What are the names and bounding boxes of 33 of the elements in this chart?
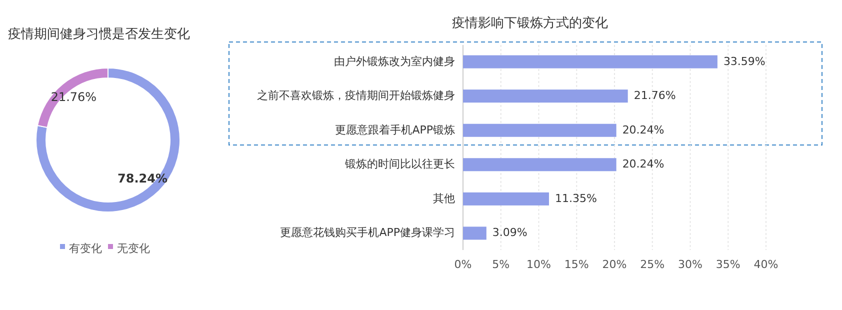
y-tick-label: 更愿意花钱购买手机APP健身课学习 <box>280 226 455 240</box>
chart-title: 疫情影响下锻炼方式的变化 <box>452 15 608 31</box>
bar <box>463 55 718 68</box>
x-tick-label: 10% <box>526 258 551 271</box>
y-tick-label: 之前不喜欢锻炼，疫情期间开始锻炼健身 <box>257 89 455 102</box>
legend-label: 无变化 <box>117 242 150 256</box>
x-tick-label: 40% <box>754 258 778 271</box>
y-tick-label: 其他 <box>433 192 455 205</box>
chart-title: 疫情期间健身习惯是否发生变化 <box>8 27 190 42</box>
data-label: 33.59% <box>723 54 766 68</box>
y-tick-label: 锻炼的时间比以往更长 <box>344 158 455 171</box>
data-label: 20.24% <box>622 123 664 136</box>
bar <box>463 124 616 137</box>
data-label: 11.35% <box>554 192 597 205</box>
bar <box>463 158 616 172</box>
x-tick-label: 30% <box>678 258 702 271</box>
legend-label: 有变化 <box>69 242 102 256</box>
x-tick-label: 20% <box>602 258 627 271</box>
x-tick-label: 5% <box>492 258 510 271</box>
bar <box>463 226 486 240</box>
bar <box>463 90 628 103</box>
data-label: 21.76% <box>634 89 676 102</box>
x-tick-label: 35% <box>716 258 740 271</box>
data-label: 20.24% <box>622 158 664 171</box>
x-tick-label: 0% <box>454 258 472 271</box>
bar <box>463 192 549 206</box>
donut-slice <box>36 68 180 212</box>
y-tick-label: 由户外锻炼改为室内健身 <box>334 54 455 68</box>
data-label: 78.24% <box>118 172 168 186</box>
x-tick-label: 15% <box>564 258 589 271</box>
x-tick-label: 25% <box>640 258 665 271</box>
y-tick-label: 更愿意跟着手机APP锻炼 <box>335 123 455 136</box>
data-label: 3.09% <box>492 226 528 240</box>
